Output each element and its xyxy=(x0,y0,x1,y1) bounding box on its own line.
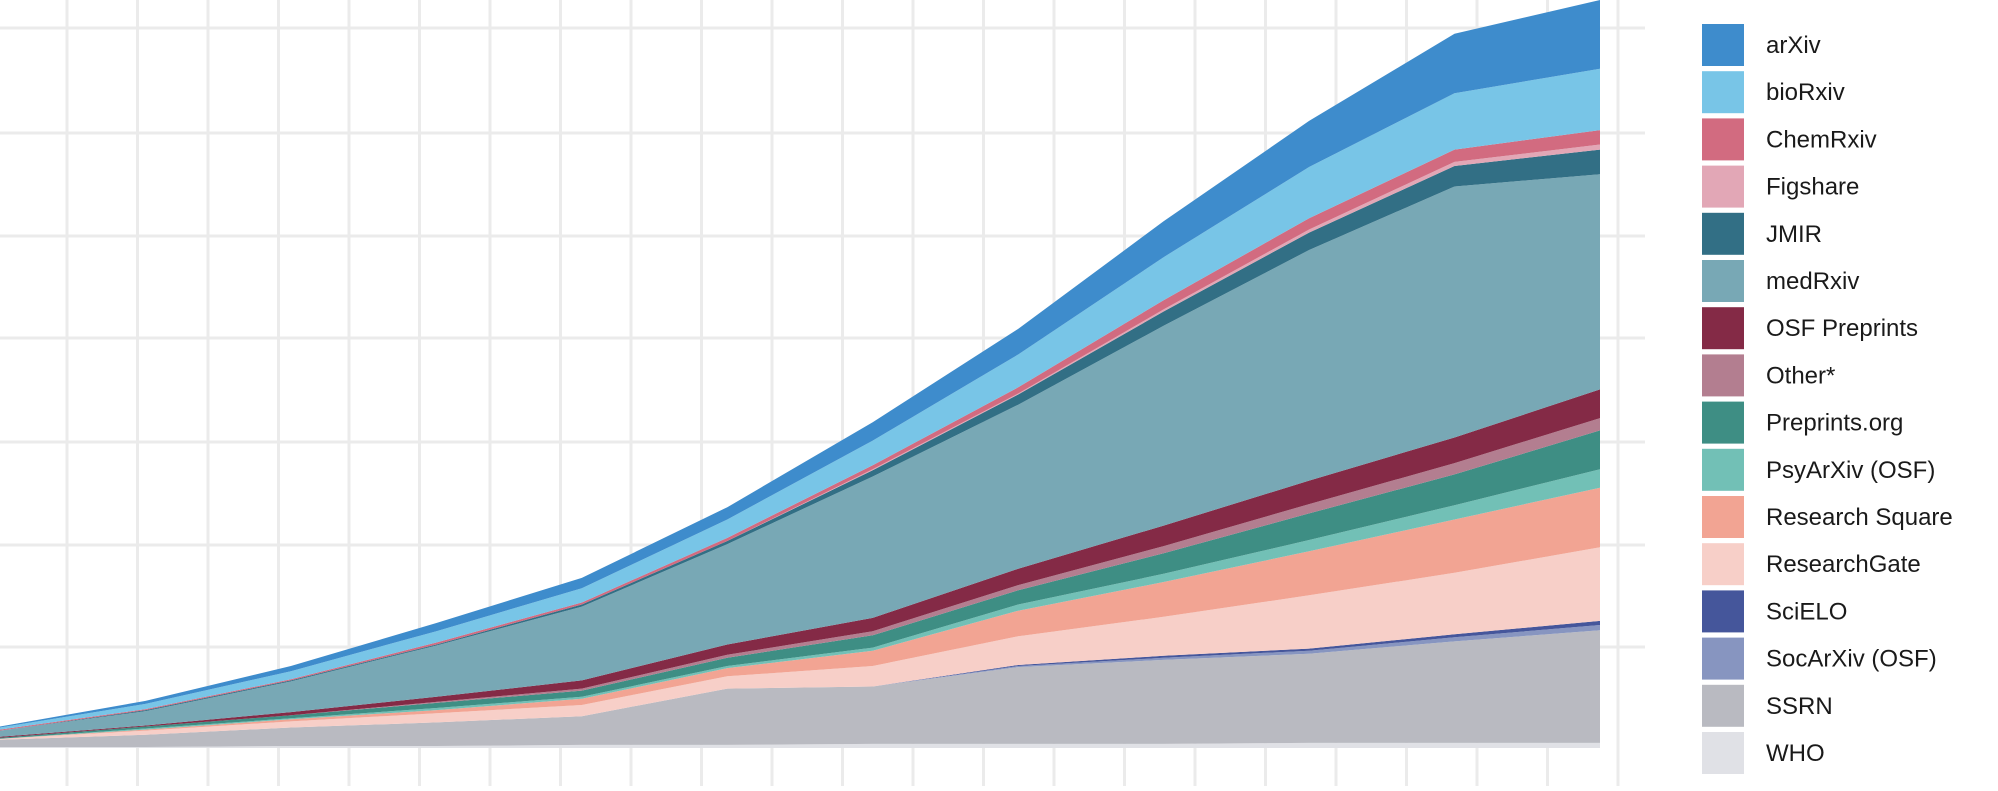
legend-item-arxiv: arXiv xyxy=(1702,24,1821,66)
area-series-biorxiv xyxy=(0,68,1600,730)
legend-swatch xyxy=(1702,684,1744,727)
legend-label: medRxiv xyxy=(1766,268,1859,295)
legend-swatch xyxy=(1702,496,1744,538)
area-series-who xyxy=(0,742,1600,748)
legend-item-research-square: Research Square xyxy=(1702,496,1953,538)
legend-swatch xyxy=(1702,212,1744,255)
area-series-chemrxiv xyxy=(0,130,1600,731)
legend-swatch xyxy=(1702,732,1744,774)
legend-swatch xyxy=(1702,307,1744,350)
legend-swatch xyxy=(1702,637,1744,680)
legend-label: ResearchGate xyxy=(1766,551,1921,578)
legend-swatch xyxy=(1702,401,1744,444)
legend-item-scielo: SciELO xyxy=(1702,590,1847,633)
legend-item-biorxiv: bioRxiv xyxy=(1702,71,1845,114)
legend: arXiv bioRxiv ChemRxiv Figshare JMIR medRxiv O… xyxy=(1702,24,1953,774)
area-series-figshare xyxy=(0,144,1600,731)
legend-item-researchgate: ResearchGate xyxy=(1702,543,1921,586)
legend-label: Research Square xyxy=(1766,504,1953,531)
legend-label: JMIR xyxy=(1766,221,1822,248)
legend-label: SciELO xyxy=(1766,598,1847,625)
legend-swatch xyxy=(1702,71,1744,114)
legend-label: SSRN xyxy=(1766,693,1833,720)
legend-label: arXiv xyxy=(1766,32,1821,59)
area-series-jmir xyxy=(0,149,1600,731)
area-series-medrxiv xyxy=(0,174,1600,737)
legend-label: bioRxiv xyxy=(1766,79,1845,106)
legend-swatch xyxy=(1702,118,1744,161)
legend-item-chemrxiv: ChemRxiv xyxy=(1702,118,1877,161)
legend-label: Figshare xyxy=(1766,174,1859,201)
legend-label: Other* xyxy=(1766,362,1835,389)
legend-swatch xyxy=(1702,590,1744,633)
legend-swatch xyxy=(1702,24,1744,66)
legend-label: WHO xyxy=(1766,740,1825,767)
legend-item-ssrn: SSRN xyxy=(1702,684,1833,727)
legend-item-osf-preprints: OSF Preprints xyxy=(1702,307,1918,350)
legend-item-preprints-org: Preprints.org xyxy=(1702,401,1903,444)
legend-item-figshare: Figshare xyxy=(1702,165,1859,208)
area-series-ssrn xyxy=(0,630,1600,747)
legend-swatch xyxy=(1702,448,1744,491)
area-series-arxiv xyxy=(0,0,1600,728)
legend-item-psyarxiv-osf: PsyArXiv (OSF) xyxy=(1702,448,1935,491)
legend-item-other: Other* xyxy=(1702,354,1835,397)
legend-label: PsyArXiv (OSF) xyxy=(1766,457,1935,484)
legend-item-who: WHO xyxy=(1702,732,1825,774)
legend-item-socarxiv-osf: SocArXiv (OSF) xyxy=(1702,637,1937,680)
legend-label: SocArXiv (OSF) xyxy=(1766,646,1937,673)
legend-item-medrxiv: medRxiv xyxy=(1702,260,1859,302)
legend-item-jmir: JMIR xyxy=(1702,212,1822,255)
legend-label: OSF Preprints xyxy=(1766,315,1918,342)
legend-swatch xyxy=(1702,260,1744,302)
legend-label: Preprints.org xyxy=(1766,410,1903,437)
area-series-researchgate xyxy=(0,547,1600,740)
legend-swatch xyxy=(1702,354,1744,397)
area-layer xyxy=(0,0,1600,748)
legend-label: ChemRxiv xyxy=(1766,126,1877,153)
legend-swatch xyxy=(1702,543,1744,586)
legend-swatch xyxy=(1702,165,1744,208)
